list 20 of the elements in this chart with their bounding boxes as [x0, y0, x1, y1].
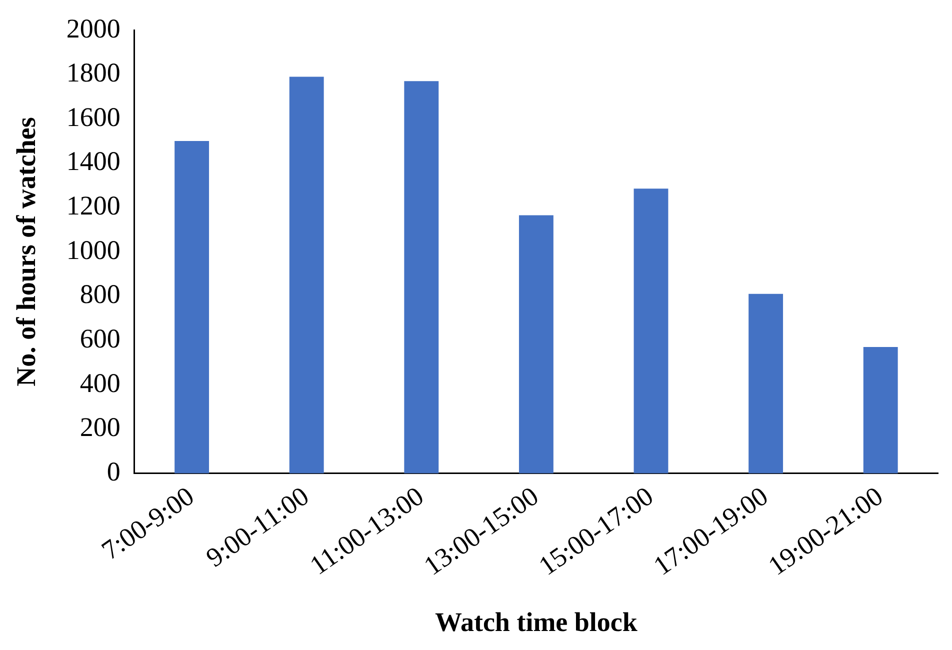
y-tick-label: 1800: [66, 58, 120, 88]
bar: [863, 347, 898, 474]
y-axis-title: No. of hours of watches: [11, 117, 42, 386]
y-tick-label: 1000: [66, 234, 120, 265]
y-tick-label: 1400: [66, 146, 120, 176]
bar: [518, 215, 554, 474]
bar: [174, 140, 210, 474]
bar: [404, 81, 439, 474]
y-tick-label: 0: [106, 456, 120, 486]
x-axis-title: Watch time block: [434, 606, 638, 637]
y-tick-label: 200: [80, 412, 120, 442]
bar: [289, 76, 324, 474]
y-tick-label: 400: [80, 368, 120, 398]
bar: [634, 188, 668, 474]
y-tick-label: 800: [80, 279, 120, 310]
bar: [748, 294, 784, 474]
y-tick-label: 2000: [66, 13, 120, 44]
y-tick-label: 600: [80, 324, 120, 354]
y-tick-label: 1600: [66, 102, 120, 132]
y-tick-label: 1200: [66, 190, 120, 221]
